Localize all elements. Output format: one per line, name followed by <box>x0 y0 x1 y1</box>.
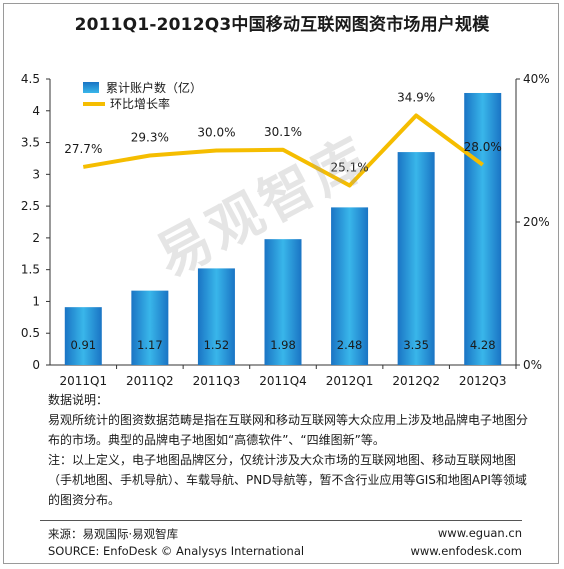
legend-bar-swatch <box>83 82 99 93</box>
x-tick-label: 2011Q2 <box>126 374 174 388</box>
line-series <box>82 113 484 188</box>
source-en: SOURCE: EnfoDesk © Analysys Internationa… <box>48 544 305 558</box>
data-notes: 数据说明： 易观所统计的图资数据范畴是指在互联网和移动互联网等大众应用上涉及地品… <box>48 390 528 510</box>
axes: 00.511.522.533.544.50%20%40%2011Q1 2011Q2… <box>21 72 550 388</box>
bar <box>397 152 435 365</box>
notes-line-2: 注：以上定义，电子地图品牌区分，仅统计涉及大众市场的互联网地图、移动互联网地图（… <box>48 453 527 507</box>
bar <box>197 268 235 365</box>
x-tick-label: 2011Q3 <box>193 374 241 388</box>
bar-value-label: 1.98 <box>270 338 296 352</box>
line-value-label: 30.1% <box>264 125 302 139</box>
left-tick-label: 3.5 <box>21 136 40 150</box>
footer-divider <box>40 520 522 521</box>
left-tick-label: 4 <box>32 104 40 118</box>
bar <box>264 239 302 365</box>
line-value-label: 30.0% <box>197 126 235 140</box>
chart-title: 2011Q1-2012Q3中国移动互联网图资市场用户规模 <box>74 15 490 35</box>
legend: 累计账户数（亿） 环比增长率 <box>83 80 202 111</box>
line-value-label: 27.7% <box>64 142 102 156</box>
left-tick-label: 0.5 <box>21 326 40 340</box>
left-tick-label: 1.5 <box>21 263 40 277</box>
left-tick-label: 0 <box>32 358 40 372</box>
bar-value-label: 1.17 <box>137 338 163 352</box>
left-tick-label: 2 <box>32 231 40 245</box>
url-cn: www.eguan.cn <box>437 526 522 540</box>
bar-value-label: 4.28 <box>470 338 496 352</box>
left-tick-label: 3 <box>32 167 40 181</box>
bar-value-label: 1.52 <box>204 338 230 352</box>
left-tick-label: 4.5 <box>21 72 40 86</box>
x-tick-label: 2011Q4 <box>259 374 307 388</box>
bar <box>64 307 102 365</box>
legend-bar-label: 累计账户数（亿） <box>106 80 202 95</box>
left-tick-label: 1 <box>32 294 40 308</box>
x-tick-label: 2012Q1 <box>326 374 374 388</box>
right-tick-label: 0% <box>523 358 542 372</box>
bar <box>331 207 369 365</box>
legend-line-label: 环比增长率 <box>110 96 170 111</box>
bar <box>131 290 169 365</box>
left-tick-label: 2.5 <box>21 199 40 213</box>
x-tick-label: 2012Q3 <box>459 374 507 388</box>
bar <box>464 92 502 365</box>
right-tick-label: 40% <box>523 72 550 86</box>
bar-value-label: 2.48 <box>337 338 363 352</box>
x-tick-label: 2012Q2 <box>392 374 440 388</box>
bar-value-label: 0.91 <box>70 338 96 352</box>
notes-line-1: 易观所统计的图资数据范畴是指在互联网和移动互联网等大众应用上涉及地品牌电子地图分… <box>48 413 529 447</box>
line-value-label: 29.3% <box>131 131 169 145</box>
bar-series <box>64 92 502 365</box>
url-en: www.enfodesk.com <box>410 544 522 558</box>
data-labels: 0.91 1.17 1.52 1.98 2.48 3.35 4.28 27.7% 29.3% 30… <box>64 90 502 352</box>
notes-heading: 数据说明： <box>48 393 109 407</box>
chart-canvas: 00.511.522.533.544.50%20%40%2011Q1 2011Q2… <box>21 72 550 388</box>
bar-value-label: 3.35 <box>403 338 429 352</box>
line-value-label: 28.0% <box>464 140 502 154</box>
line-value-label: 25.1% <box>331 161 369 175</box>
footer-row-en: SOURCE: EnfoDesk © Analysys Internationa… <box>48 544 522 558</box>
growth-rate-line <box>82 113 484 188</box>
x-tick-label: 2011Q1 <box>59 374 107 388</box>
source-cn: 来源：易观国际·易观智库 <box>48 527 179 541</box>
line-value-label: 34.9% <box>397 90 435 104</box>
footer-row-cn: 来源：易观国际·易观智库 www.eguan.cn <box>48 526 522 542</box>
right-tick-label: 20% <box>523 215 550 229</box>
